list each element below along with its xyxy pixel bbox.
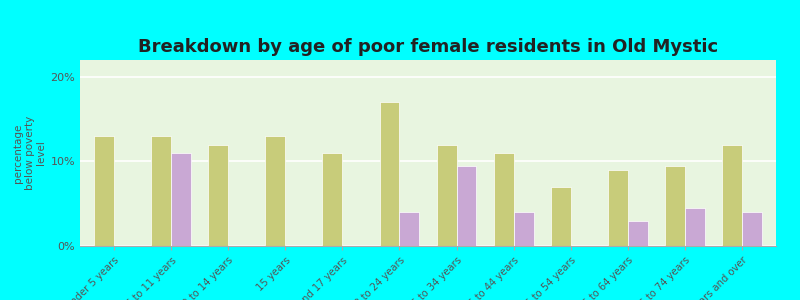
Y-axis label: percentage
below poverty
level: percentage below poverty level xyxy=(13,116,46,190)
Bar xyxy=(94,136,114,246)
Bar xyxy=(685,208,705,246)
Bar xyxy=(550,187,570,246)
Bar xyxy=(208,145,228,246)
Title: Breakdown by age of poor female residents in Old Mystic: Breakdown by age of poor female resident… xyxy=(138,38,718,56)
Bar xyxy=(399,212,419,246)
Bar xyxy=(628,220,648,246)
Bar xyxy=(722,145,742,246)
Bar xyxy=(494,153,514,246)
Bar xyxy=(665,166,685,246)
Bar xyxy=(322,153,342,246)
Bar xyxy=(514,212,534,246)
Bar xyxy=(457,166,477,246)
Bar xyxy=(151,136,171,246)
Bar xyxy=(608,170,628,246)
Bar xyxy=(437,145,457,246)
Bar xyxy=(379,102,399,246)
Bar xyxy=(742,212,762,246)
Bar xyxy=(171,153,191,246)
Bar xyxy=(266,136,286,246)
